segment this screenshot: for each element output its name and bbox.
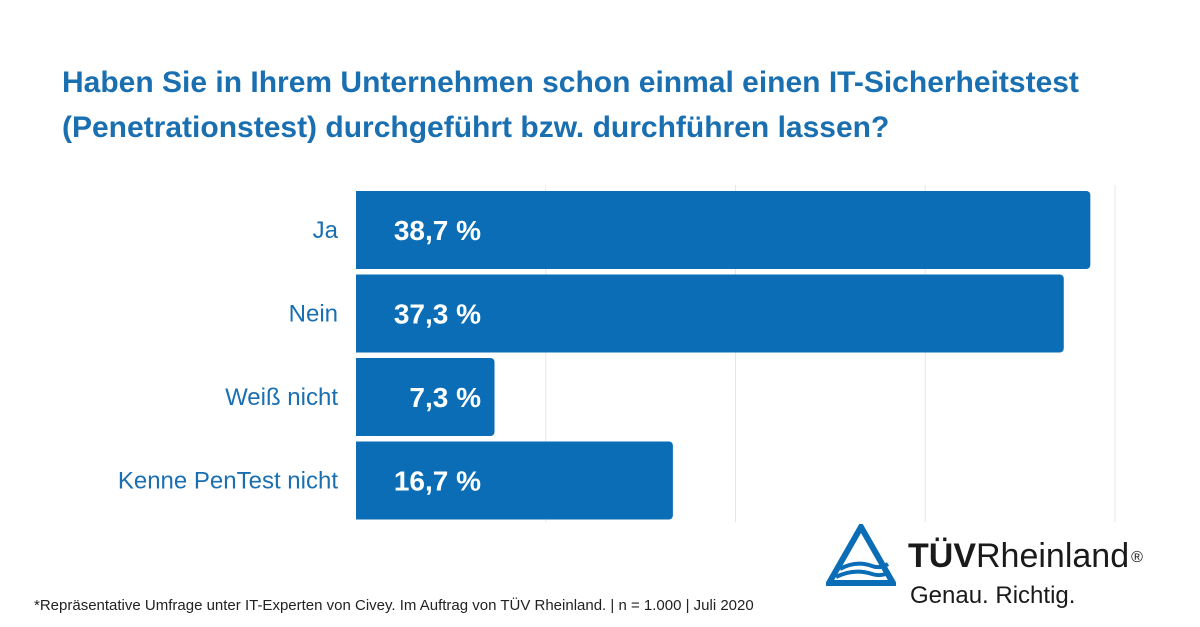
category-label: Nein xyxy=(289,301,338,328)
bar-0-edge xyxy=(356,191,362,269)
brand-tagline: Genau. Richtig. xyxy=(910,582,1076,609)
bar-1 xyxy=(356,274,1064,353)
chart-title-line-2: (Penetrationstest) durchgeführt bzw. dur… xyxy=(62,111,890,144)
brand-name-bold: TÜV xyxy=(908,537,976,575)
tuv-triangle-logo-icon xyxy=(826,524,896,586)
bar-2-edge xyxy=(356,358,362,436)
bar-1-edge xyxy=(356,274,362,353)
bar-3-edge xyxy=(356,441,362,520)
chart-title: Haben Sie in Ihrem Unternehmen schon ein… xyxy=(62,60,1172,150)
category-label: Ja xyxy=(313,217,339,244)
category-label: Kenne PenTest nicht xyxy=(118,468,338,495)
value-label: 37,3 % xyxy=(394,299,481,330)
chart-title-line-1: Haben Sie in Ihrem Unternehmen schon ein… xyxy=(62,66,1079,99)
bars xyxy=(356,191,1091,520)
bar-2 xyxy=(356,358,495,436)
brand-name: TÜVRheinland ® xyxy=(908,536,1143,576)
category-label: Weiß nicht xyxy=(225,384,338,411)
tuv-rheinland-logo: TÜVRheinland ® Genau. Richtig. xyxy=(826,522,1176,614)
bar-3 xyxy=(356,441,673,520)
footnote: *Repräsentative Umfrage unter IT-Experte… xyxy=(34,597,754,614)
bar-0 xyxy=(356,191,1091,269)
value-label: 7,3 % xyxy=(409,382,481,413)
category-labels: Ja Nein Weiß nicht Kenne PenTest nicht xyxy=(118,217,339,495)
brand-name-regular: Rheinland xyxy=(976,537,1130,575)
registered-mark: ® xyxy=(1131,549,1143,566)
value-labels: 38,7 % 37,3 % 7,3 % 16,7 % xyxy=(394,215,481,497)
value-label: 38,7 % xyxy=(394,215,481,246)
value-label: 16,7 % xyxy=(394,466,481,497)
